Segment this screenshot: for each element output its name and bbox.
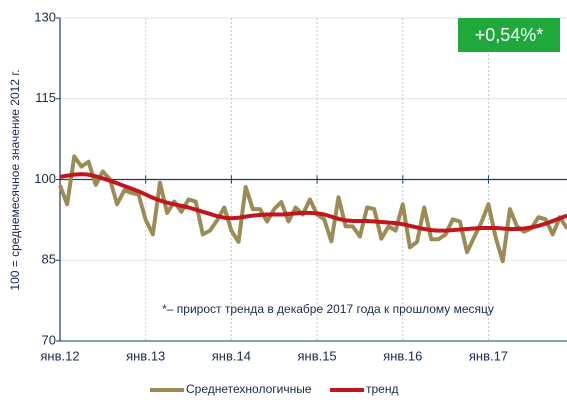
y-tick-label: 85: [42, 252, 56, 267]
annotation: +0,54%*: [475, 25, 544, 45]
y-tick-label: 100: [34, 171, 56, 186]
series-line: [58, 154, 567, 264]
x-tick-label: янв.16: [383, 348, 422, 363]
legend-label: Среднетехнологичные: [186, 382, 312, 396]
x-tick-label: янв.12: [40, 348, 79, 363]
y-axis-label: 100 = среднемесячное значение 2012 г.: [8, 69, 22, 290]
y-tick-label: 130: [34, 9, 56, 24]
x-tick-label: янв.15: [297, 348, 336, 363]
series-line: [59, 172, 567, 233]
x-tick-label: янв.13: [126, 348, 165, 363]
footnote: *– прирост тренда в декабре 2017 года к …: [162, 302, 494, 316]
plot: 70 85 100 115 130 янв.12 янв.13 янв.14 янв.15 янв…: [34, 9, 567, 396]
legend-label: тренд: [366, 382, 398, 396]
y-tick-label: 115: [35, 90, 56, 105]
x-tick-label: янв.17: [469, 348, 508, 363]
annotation-box: [458, 18, 560, 52]
y-tick-label: 70: [42, 332, 56, 347]
x-tick-label: янв.14: [212, 348, 251, 363]
